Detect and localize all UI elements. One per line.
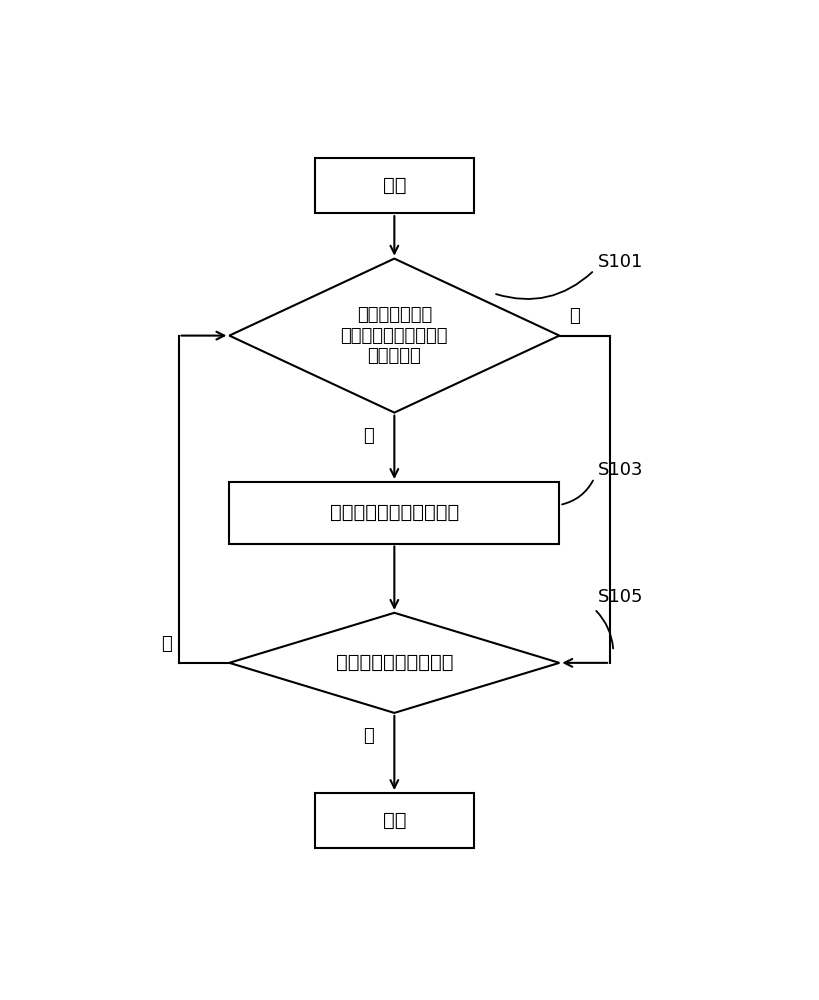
Polygon shape (229, 613, 559, 713)
Text: 判断该存储单元
的其中之一的字节是否
可正常读写: 判断该存储单元 的其中之一的字节是否 可正常读写 (341, 306, 448, 365)
Text: 结束: 结束 (382, 811, 406, 830)
Bar (229, 482, 559, 544)
Text: 是否仳有其他存储单元: 是否仳有其他存储单元 (336, 653, 453, 672)
Polygon shape (229, 259, 559, 413)
Bar (315, 793, 473, 848)
Text: S103: S103 (598, 461, 643, 479)
Text: 开始: 开始 (382, 176, 406, 195)
Text: 是: 是 (364, 427, 374, 445)
Text: 否: 否 (569, 307, 580, 325)
Bar (315, 158, 473, 213)
Text: 写入一标记至该存储单元: 写入一标记至该存储单元 (330, 503, 459, 522)
Text: 否: 否 (364, 727, 374, 745)
Text: S105: S105 (598, 588, 643, 606)
Text: S101: S101 (598, 253, 643, 271)
Text: 是: 是 (161, 635, 172, 653)
